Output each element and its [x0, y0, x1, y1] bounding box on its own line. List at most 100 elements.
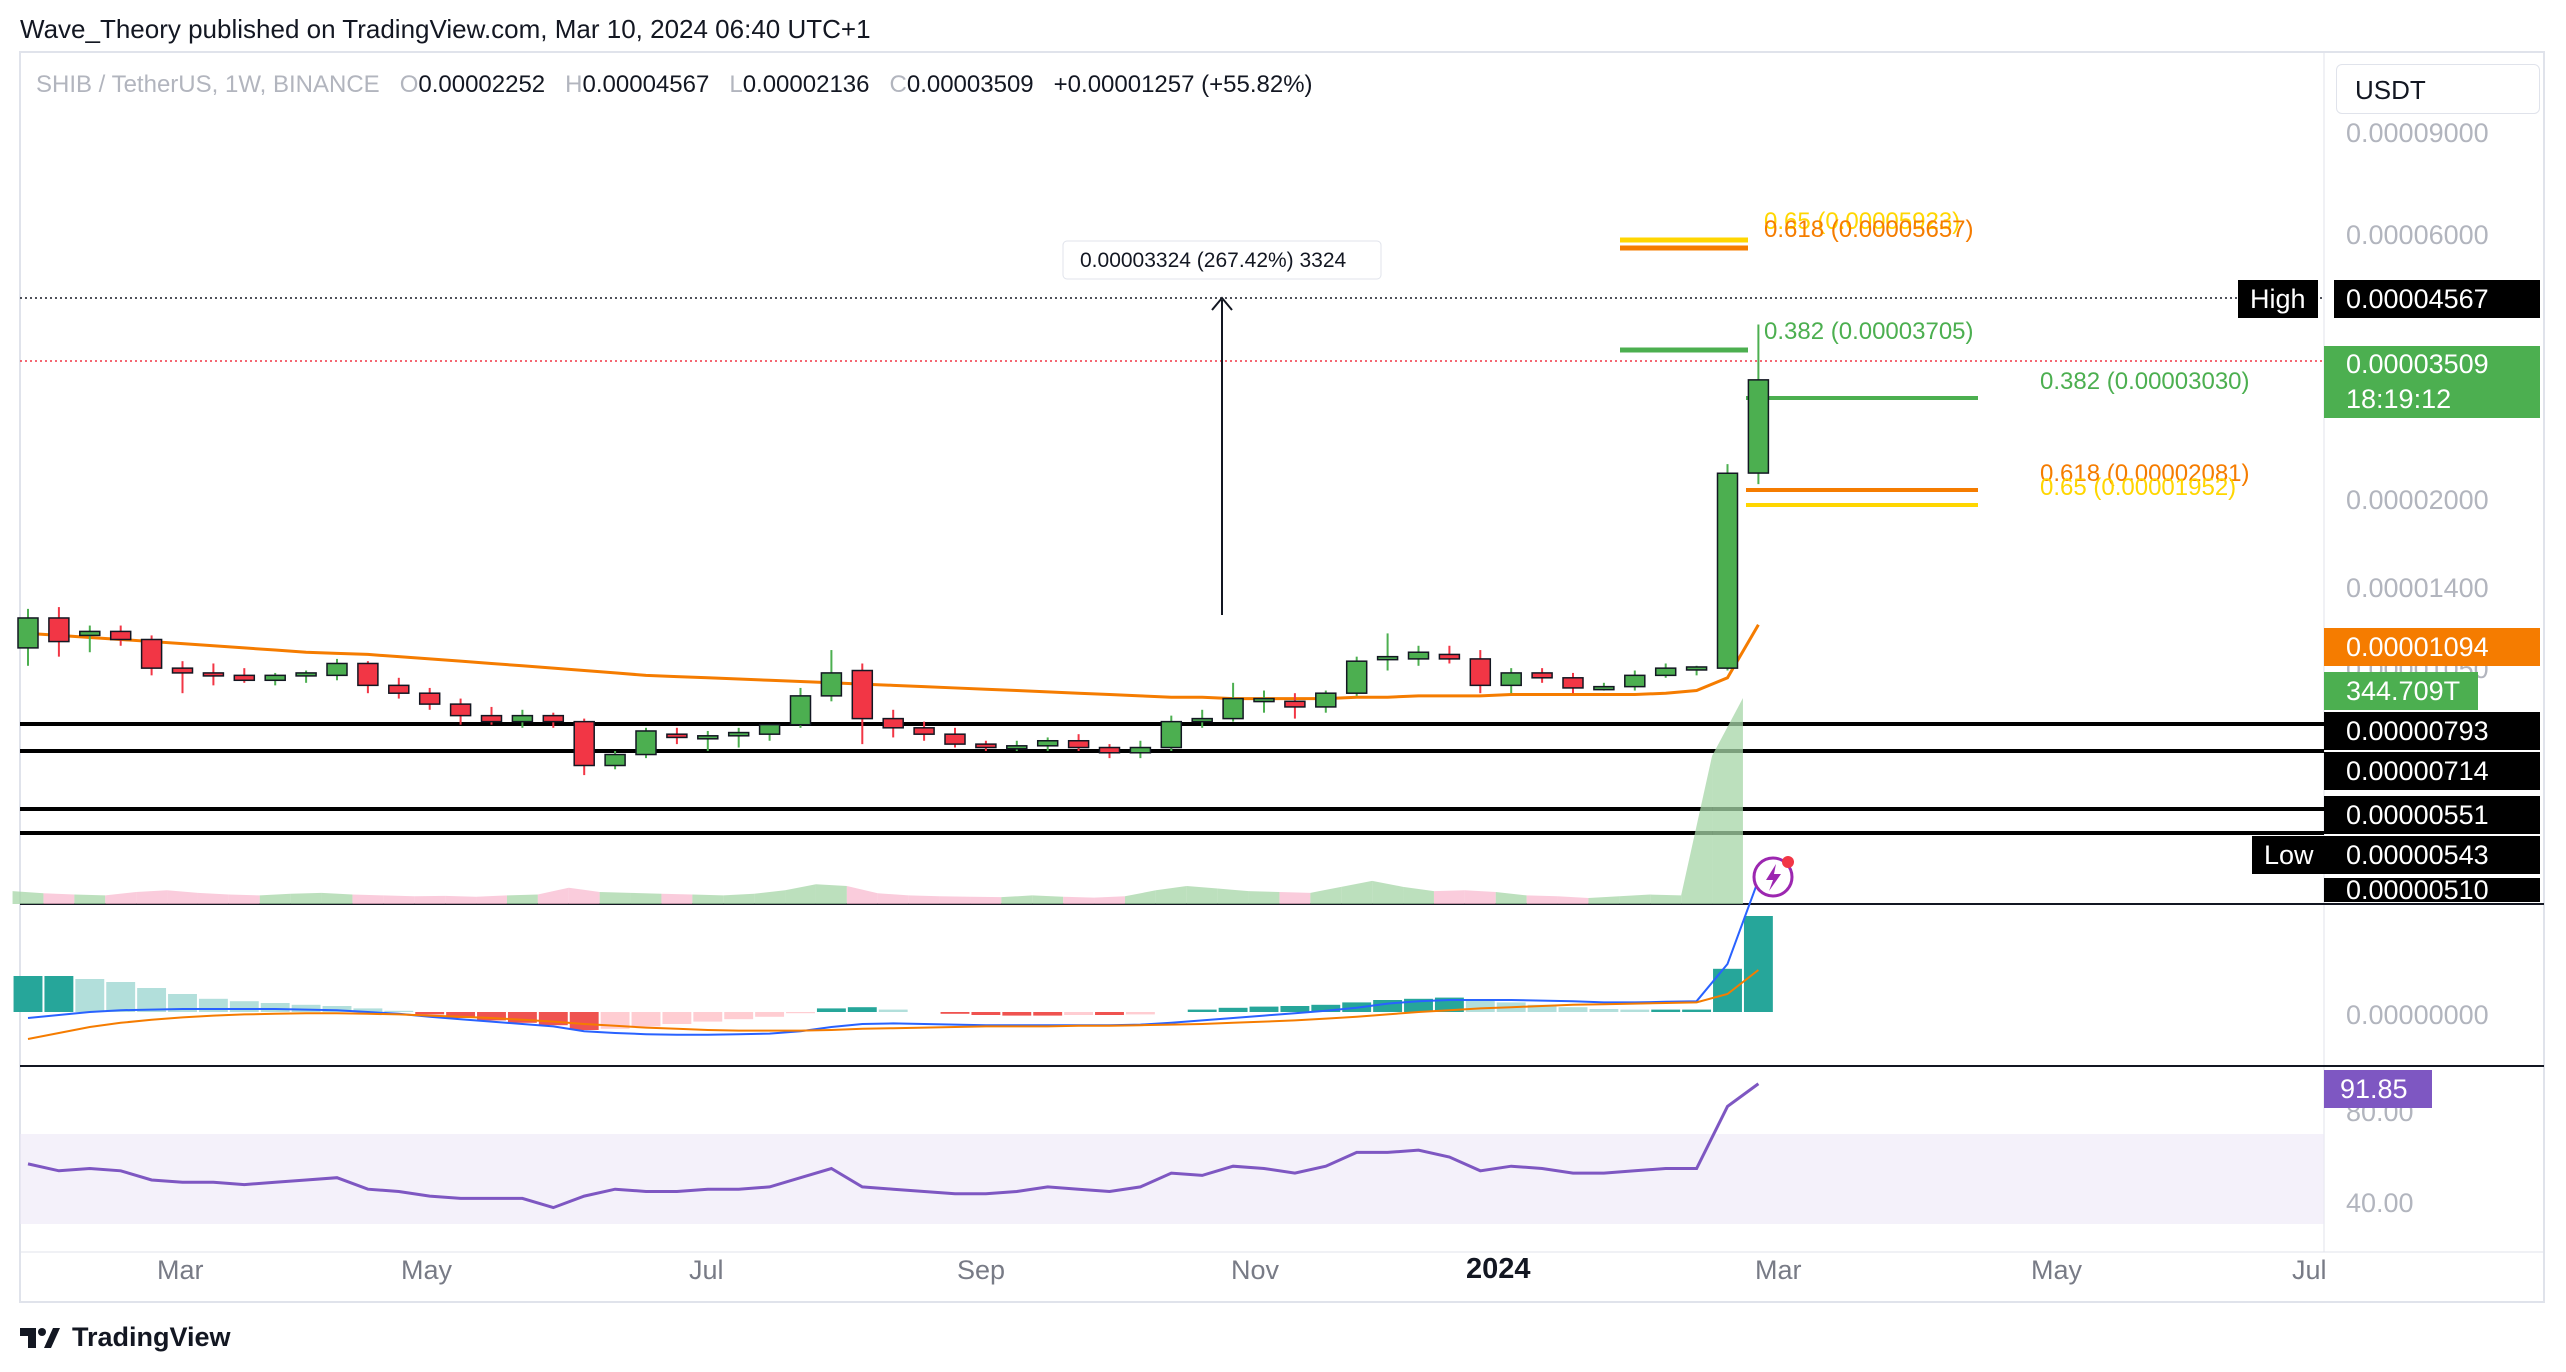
candle — [1129, 740, 1152, 759]
macd-histogram-bar — [260, 1003, 290, 1012]
rsi-line — [27, 1082, 1760, 1210]
volume-bar — [630, 892, 662, 904]
macd-histogram-bar — [1125, 1012, 1155, 1015]
candle-body — [789, 695, 812, 726]
fib-lower-0382-label: 0.382 (0.00003030) — [2040, 368, 2250, 395]
volume-bar — [197, 892, 229, 904]
volume-bar — [1433, 890, 1465, 904]
candle-body — [944, 733, 966, 745]
candle — [1654, 663, 1677, 678]
candle-body — [573, 720, 595, 767]
volume-bar — [74, 894, 106, 904]
candle-body — [1006, 745, 1028, 750]
volume-bar — [1341, 880, 1373, 904]
candle — [79, 625, 101, 653]
volume-bar — [1712, 698, 1743, 904]
volume-bar — [105, 891, 137, 904]
macd-histogram-bar — [1218, 1007, 1248, 1012]
volume-bar — [1557, 896, 1589, 904]
volume-bar — [537, 887, 569, 904]
candle — [1500, 668, 1522, 694]
candle-body — [1747, 379, 1770, 474]
macd-histogram-bar — [1033, 1012, 1063, 1016]
volume-bar — [506, 894, 538, 904]
candle — [1624, 670, 1646, 691]
macd-histogram-bar — [229, 1001, 259, 1012]
volume-bar — [228, 894, 260, 904]
volume-bar — [445, 895, 477, 904]
time-axis-label-year: 2024 — [1466, 1253, 1531, 1285]
macd-histogram-bar — [878, 1009, 908, 1012]
candle-body — [48, 617, 70, 643]
candle — [758, 723, 781, 741]
macd-histogram-bar — [1311, 1004, 1341, 1012]
volume-bar — [1372, 880, 1404, 904]
volume-bar — [43, 893, 75, 904]
fib-upper-0382-label: 0.382 (0.00003705) — [1764, 318, 1974, 345]
volume-bar — [321, 892, 353, 904]
macd-histogram-bar — [1682, 1009, 1712, 1012]
candle — [1036, 737, 1059, 751]
symbol-name[interactable]: SHIB / TetherUS, 1W, BINANCE — [36, 71, 380, 98]
fib-upper-065-label: 0.65 (0.00005923) — [1764, 208, 1961, 235]
macd-pane — [13, 879, 1773, 1040]
volume-bar — [1094, 896, 1125, 904]
macd-histogram-bar — [662, 1012, 692, 1024]
volume-bar — [970, 896, 1002, 904]
candle — [882, 709, 904, 738]
candle — [1098, 744, 1121, 759]
candle — [1593, 682, 1615, 691]
candle-body — [882, 717, 904, 729]
signal-line — [27, 969, 1760, 1040]
chart-frame — [19, 51, 2545, 1303]
candle — [1438, 645, 1461, 664]
fib-lower-0618-label: 0.618 (0.00002081) — [2040, 460, 2250, 487]
candle-body — [1376, 655, 1399, 661]
candle-body — [1067, 739, 1090, 749]
candle-body — [1716, 472, 1739, 669]
macd-line — [27, 879, 1760, 1036]
candle-body — [480, 714, 503, 723]
candle-body — [1654, 667, 1677, 677]
candle — [820, 650, 843, 702]
candle — [449, 698, 472, 725]
volume-bar — [692, 894, 724, 904]
macd-histogram-bar — [44, 976, 74, 1012]
candle — [357, 661, 379, 694]
volume-bar — [12, 891, 44, 904]
publisher-line: Wave_Theory published on TradingView.com… — [20, 14, 871, 44]
support-tag-3: 0.00000551 — [2324, 796, 2540, 834]
candle-body — [418, 692, 441, 705]
candle — [542, 712, 565, 728]
macd-histogram-bar — [786, 1012, 815, 1014]
volume-bar — [1063, 896, 1095, 904]
volume-bar — [599, 891, 631, 904]
macd-histogram-bar — [198, 998, 228, 1012]
ma-line — [27, 624, 1760, 701]
volume-bar — [877, 893, 909, 904]
macd-histogram-bar — [353, 1008, 383, 1012]
macd-histogram-bar — [446, 1012, 476, 1018]
candle-body — [1160, 720, 1183, 749]
candle-body — [388, 684, 410, 694]
volume-bar — [785, 884, 816, 904]
fib-lower-065-label: 0.65 (0.00001952) — [2040, 474, 2237, 501]
volume-bar — [1248, 891, 1280, 904]
symbol-info-line[interactable]: SHIB / TetherUS, 1W, BINANCE O0.00002252… — [36, 71, 1313, 99]
macd-axis-label: 0.00000000 — [2346, 1000, 2489, 1030]
candle-body — [1562, 677, 1584, 689]
candle — [17, 608, 39, 666]
candle — [480, 706, 503, 725]
candle-body — [357, 662, 379, 687]
currency-selector[interactable]: USDT — [2336, 64, 2540, 114]
candles — [17, 324, 1770, 776]
candle-body — [727, 731, 750, 737]
macd-histogram-bar — [1527, 1004, 1557, 1012]
macd-histogram-bar — [477, 1012, 506, 1021]
candle-body — [295, 672, 317, 677]
low-value: 0.00002136 — [742, 71, 870, 98]
volume-bar — [1681, 756, 1713, 904]
tradingview-logo[interactable]: TradingView — [20, 1322, 231, 1353]
macd-histogram-bar — [1465, 1000, 1495, 1012]
